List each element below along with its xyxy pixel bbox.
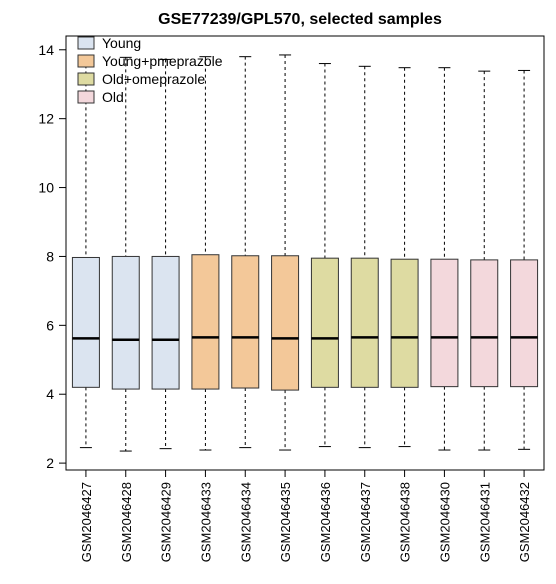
iqr-box [231, 255, 260, 389]
y-tick-label: 10 [38, 180, 54, 196]
y-tick-label: 6 [46, 317, 54, 333]
legend-swatch [77, 36, 95, 50]
iqr-box [470, 259, 499, 388]
y-tick-label: 8 [46, 248, 54, 264]
legend-swatch [77, 54, 95, 68]
iqr-box [350, 257, 379, 388]
x-tick-label: GSM2046433 [198, 482, 213, 562]
iqr-box [71, 256, 100, 388]
legend-swatch [77, 72, 95, 86]
iqr-box [191, 254, 220, 390]
x-tick-label: GSM2046438 [398, 482, 413, 562]
box-GSM2046428 [111, 56, 140, 452]
box-GSM2046434 [231, 56, 260, 449]
chart-title: GSE77239/GPL570, selected samples [158, 11, 442, 28]
x-tick-label: GSM2046436 [318, 482, 333, 562]
box-GSM2046437 [350, 65, 379, 449]
legend-label: Old+omeprazole [102, 71, 205, 87]
box-GSM2046438 [390, 67, 419, 448]
iqr-box [271, 255, 300, 391]
legend: Young Young+pmeprazole Old+omeprazole Old [77, 35, 223, 105]
legend-label: Young [102, 35, 141, 51]
x-tick-label: GSM2046431 [477, 482, 492, 562]
x-tick-label: GSM2046432 [517, 482, 532, 562]
x-tick-label: GSM2046434 [238, 482, 253, 562]
box-GSM2046430 [430, 67, 459, 451]
iqr-box [390, 258, 419, 388]
box-GSM2046427 [71, 58, 100, 449]
iqr-box [510, 259, 539, 388]
box-GSM2046432 [510, 69, 539, 450]
y-tick-label: 12 [38, 111, 54, 127]
plot-border [65, 35, 545, 471]
y-tick-label: 4 [46, 386, 54, 402]
x-tick-label: GSM2046435 [278, 482, 293, 562]
legend-label: Young+pmeprazole [102, 53, 223, 69]
legend-swatch [77, 90, 95, 104]
y-tick-label: 14 [38, 42, 54, 58]
boxes [71, 54, 539, 452]
y-tick-label: 2 [46, 455, 54, 471]
box-GSM2046429 [151, 58, 180, 450]
y-axis: 2 4 6 8 10 12 14 [38, 42, 66, 471]
box-GSM2046435 [271, 54, 300, 451]
x-tick-label: GSM2046437 [358, 482, 373, 562]
x-axis-labels: GSM2046427 GSM2046428 GSM2046429 GSM2046433… [79, 470, 532, 562]
plot-frame [65, 35, 545, 471]
iqr-box [310, 257, 339, 388]
iqr-box [430, 258, 459, 388]
legend-label: Old [102, 89, 124, 105]
x-tick-label: GSM2046429 [159, 482, 174, 562]
x-tick-label: GSM2046428 [119, 482, 134, 562]
box-GSM2046436 [310, 63, 339, 448]
x-tick-label: GSM2046427 [79, 482, 94, 562]
x-tick-label: GSM2046430 [437, 482, 452, 562]
iqr-box [151, 255, 180, 390]
box-GSM2046431 [470, 70, 499, 451]
iqr-box [111, 255, 140, 390]
box-GSM2046433 [191, 56, 220, 451]
